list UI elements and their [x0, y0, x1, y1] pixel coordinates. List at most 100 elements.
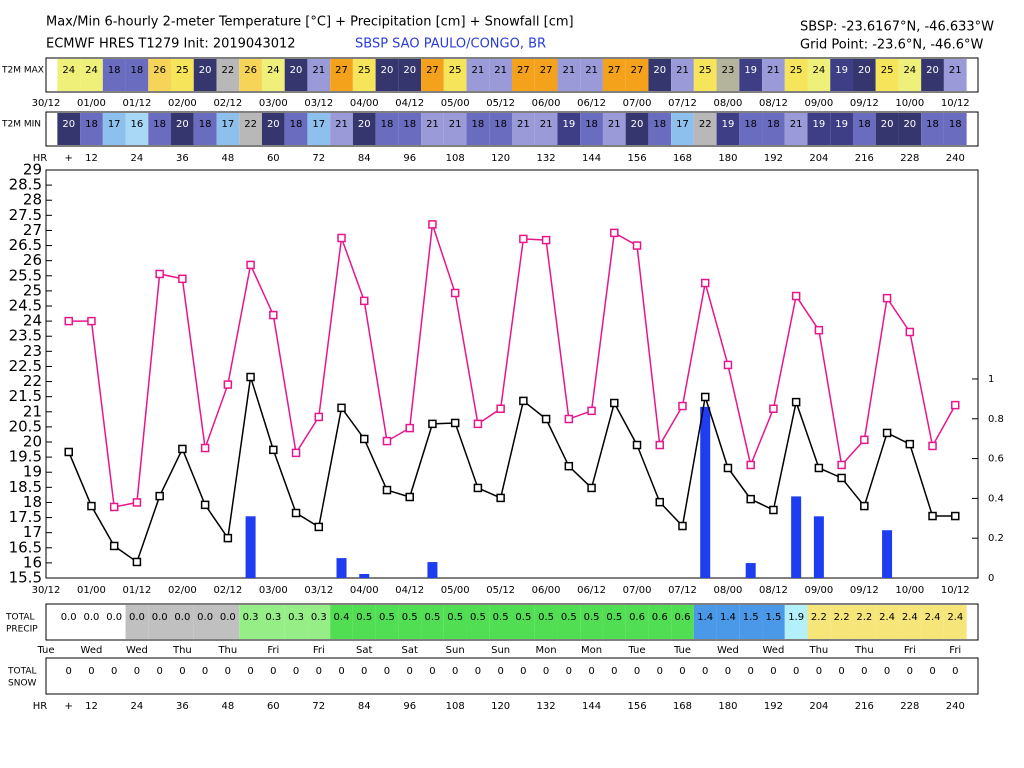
- date-label: 06/00: [532, 98, 561, 109]
- y2-tick-label: 0.8: [988, 414, 1004, 425]
- snow-total-label: 0: [88, 666, 94, 677]
- temp-cell-label: 20: [403, 65, 416, 76]
- date-label: 10/00: [895, 98, 924, 109]
- temp-cell-label: 20: [290, 65, 303, 76]
- precip-total-label: 0.0: [220, 612, 236, 623]
- temp-marker: [882, 293, 892, 303]
- temp-cell-label: 22: [244, 119, 257, 130]
- temp-cell-label: 24: [813, 65, 826, 76]
- snow-total-label: 0: [497, 666, 503, 677]
- temp-cell: [852, 113, 876, 145]
- hour-label: 96: [403, 701, 416, 712]
- temp-marker: [246, 260, 255, 270]
- temp-cell: [125, 113, 149, 145]
- hour-label: +: [65, 701, 73, 712]
- temp-cell: [921, 113, 944, 145]
- temp-cell-label: 27: [540, 65, 553, 76]
- weekday-label: Fri: [267, 645, 279, 656]
- temp-cell-label: 17: [676, 119, 689, 130]
- precip-total-label: 0.6: [652, 612, 668, 623]
- hour-row-label: HR: [33, 701, 48, 712]
- date-label: 08/12: [759, 98, 788, 109]
- temp-marker: [269, 445, 278, 455]
- date-label: 08/00: [714, 98, 743, 109]
- weekday-label: Mon: [581, 645, 602, 656]
- temp-marker: [655, 497, 665, 507]
- temp-cell-label: 25: [699, 65, 712, 76]
- temp-cell: [102, 113, 126, 145]
- temp-cell-label: 20: [267, 119, 280, 130]
- temp-cell-label: 20: [903, 119, 916, 130]
- precip-cell: [716, 605, 740, 639]
- date-label: 05/12: [486, 585, 515, 596]
- snow-total-label: 0: [361, 666, 367, 677]
- temp-cell-label: 20: [176, 119, 189, 130]
- precip-total-label: 2.2: [811, 612, 827, 623]
- hour-label: 108: [446, 153, 465, 164]
- temp-cell-label: 21: [312, 65, 325, 76]
- hour-label: 108: [446, 701, 465, 712]
- temp-marker: [473, 483, 483, 493]
- hour-label: 60: [267, 153, 280, 164]
- precip-total-label: 1.5: [743, 612, 759, 623]
- snow-total-label: 0: [793, 666, 799, 677]
- temp-cell-label: 18: [131, 65, 144, 76]
- temp-cell: [398, 113, 422, 145]
- temp-cell-label: 20: [631, 119, 644, 130]
- temp-cell: [239, 59, 262, 91]
- temp-marker: [382, 436, 392, 446]
- temp-marker: [791, 291, 801, 301]
- temp-cell-label: 27: [631, 65, 644, 76]
- temp-cell-label: 20: [199, 65, 212, 76]
- snow-total-label: 0: [566, 666, 572, 677]
- precip-total-label: 0.5: [493, 612, 509, 623]
- temp-marker: [87, 316, 96, 326]
- temp-cell: [875, 113, 899, 145]
- date-label: 10/00: [895, 585, 924, 596]
- precip-cell: [284, 605, 308, 639]
- temp-marker: [428, 220, 437, 229]
- temp-marker: [723, 463, 733, 473]
- temp-marker: [564, 414, 574, 424]
- date-label: 05/00: [441, 585, 470, 596]
- temp-cell-label: 18: [290, 119, 303, 130]
- temp-cell-label: 18: [108, 65, 121, 76]
- y-tick-label: 19.5: [9, 448, 42, 466]
- temp-marker: [246, 372, 255, 382]
- temp-marker: [610, 228, 619, 238]
- y-tick-label: 23.5: [9, 327, 42, 345]
- station-coords: SBSP: -23.6167°N, -46.633°W: [800, 20, 994, 35]
- temp-marker: [428, 419, 437, 429]
- precip-total-label: 0.5: [538, 612, 554, 623]
- temp-cell-label: 18: [199, 119, 212, 130]
- weekday-label: Tue: [36, 645, 54, 656]
- precip-row-label: TOTAL: [5, 613, 35, 623]
- temp-marker: [200, 443, 210, 453]
- temp-cell: [830, 113, 853, 145]
- temp-marker: [359, 434, 369, 444]
- temp-marker: [632, 440, 642, 450]
- temp-marker: [769, 404, 778, 414]
- precip-cell: [648, 605, 672, 639]
- precip-cell: [943, 605, 967, 639]
- temp-cell: [148, 113, 172, 145]
- temp-cell-label: 25: [176, 65, 189, 76]
- temp-cell-label: 18: [949, 119, 962, 130]
- date-label: 06/12: [577, 98, 606, 109]
- temp-cell-label: 20: [858, 65, 871, 76]
- weekday-label: Fri: [949, 645, 961, 656]
- date-label: 09/00: [804, 585, 833, 596]
- temp-cell: [921, 59, 944, 91]
- snow-total-label: 0: [202, 666, 208, 677]
- precip-cell: [784, 605, 808, 639]
- snow-total-label: 0: [338, 666, 344, 677]
- y-tick-label: 26.5: [9, 236, 42, 254]
- weekday-label: Thu: [808, 645, 828, 656]
- hour-label: 228: [900, 153, 919, 164]
- temp-marker: [405, 423, 414, 433]
- precip-total-label: 0.0: [129, 612, 145, 623]
- temp-cell-label: 27: [608, 65, 621, 76]
- temp-marker: [109, 502, 119, 512]
- temp-cell-label: 25: [358, 65, 371, 76]
